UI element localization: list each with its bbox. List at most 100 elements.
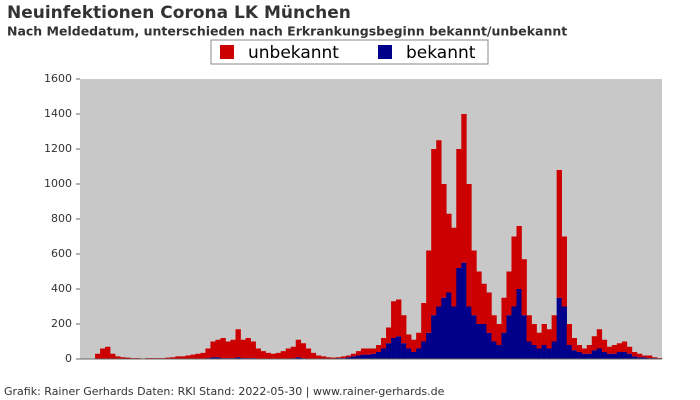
bar [541,345,547,359]
bar [115,356,121,359]
bar [105,346,111,359]
bar [536,332,542,349]
bar [586,353,593,359]
bar [360,348,367,355]
bar [416,348,422,359]
bar [511,306,517,359]
bar [195,353,201,359]
bar [300,343,307,359]
bar [656,358,663,359]
bar [426,332,432,359]
y-tick-label: 200 [51,317,72,330]
bar [371,353,377,359]
bar [185,355,191,359]
bar [541,324,547,345]
bar [406,348,412,359]
bar [120,357,126,359]
bar [180,356,186,359]
bar [471,315,477,359]
bar [340,356,347,359]
bar [275,352,281,359]
bar [481,324,487,359]
bar [310,352,317,359]
bar [200,352,206,359]
y-tick-label: 600 [51,247,72,260]
legend-label: unbekannt [248,43,339,63]
bar [365,348,372,355]
bar [626,353,633,359]
bar [636,357,643,359]
bar [230,339,236,359]
bar [561,306,567,359]
y-tick-label: 0 [65,352,72,365]
bar [250,341,256,359]
bar [210,341,216,358]
bar [431,149,437,316]
bar [606,346,613,354]
bar [446,292,452,359]
bar [255,348,261,359]
bar [391,338,397,359]
bar [175,356,181,359]
bar [355,355,362,359]
bar [651,357,658,359]
bar [496,324,502,345]
bar [591,350,598,359]
bar [516,289,522,359]
bar [350,353,357,357]
y-tick-label: 1200 [44,142,72,155]
bar [381,348,387,359]
bar [441,297,447,359]
plot-area [80,79,662,359]
bar [426,250,432,333]
bar [386,343,392,359]
bar [616,352,623,359]
bar [401,343,407,359]
bar [621,341,628,352]
bar [215,357,221,359]
chart-title: Neuinfektionen Corona LK München [7,3,351,23]
bar [391,301,397,338]
bar [601,339,608,352]
bar [486,332,492,359]
bar [225,341,231,359]
bar [100,348,106,359]
bar [636,353,643,358]
bar [431,315,437,359]
bar [355,351,362,356]
bar [210,357,216,359]
bar [396,336,402,359]
bar [215,339,221,358]
bar [586,345,593,354]
bar [516,226,522,289]
bar [471,250,477,316]
bar [295,357,302,359]
bar [345,357,352,359]
bar [260,351,266,359]
legend-box [210,39,489,65]
y-tick-label: 1000 [44,177,72,190]
bar [496,345,502,359]
bar [245,338,251,359]
y-tick-label: 400 [51,282,72,295]
bar [265,352,271,359]
bar [396,299,402,337]
bar [631,352,638,357]
bar [596,329,603,349]
bar [571,350,578,359]
chart-subtitle: Nach Meldedatum, unterschieden nach Erkr… [7,24,567,39]
bar [631,356,638,359]
bar [320,356,327,359]
bar [421,303,427,342]
bar [646,355,653,359]
bar [531,324,537,345]
bar [531,345,537,359]
bar [205,348,211,359]
bar [571,338,578,351]
bar [576,352,583,359]
bar [315,355,322,359]
bar [526,315,532,342]
bar [466,184,472,307]
bar [406,334,412,349]
bar [551,315,557,342]
